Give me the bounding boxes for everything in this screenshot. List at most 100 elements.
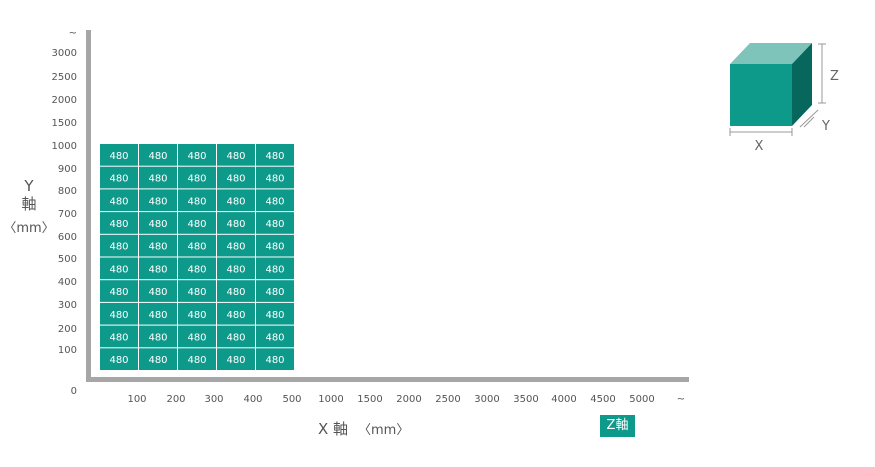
x-tick-labels: 100 200 300 400 500 1000 1500 2000 2500 3000 3500 4… — [127, 394, 685, 405]
grid-cell-value: 480 — [148, 242, 167, 253]
grid-cell — [217, 257, 255, 280]
grid-cell-value: 480 — [109, 242, 128, 253]
grid-cell-value: 480 — [187, 242, 206, 253]
grid-cell — [139, 302, 177, 325]
cube-x-label: X — [755, 139, 764, 154]
grid-cell-value: 480 — [187, 219, 206, 230]
cube-z-label: Z — [830, 69, 839, 84]
y-tick-label: 400 — [58, 277, 77, 288]
x-tick-label: 2500 — [435, 394, 460, 405]
grid-cell — [217, 189, 255, 212]
grid-cell-value: 480 — [109, 264, 128, 275]
grid-cell — [139, 348, 177, 370]
grid-cell-value: 480 — [226, 264, 245, 275]
x-tick-label: 400 — [243, 394, 262, 405]
grid-cell — [100, 234, 138, 257]
grid-cell — [100, 257, 138, 280]
grid-cell-value: 480 — [148, 151, 167, 162]
grid-cell — [139, 234, 177, 257]
grid-cell — [256, 234, 294, 257]
grid-cell — [256, 280, 294, 302]
grid-cell — [178, 144, 216, 166]
grid-cell-value: 480 — [109, 196, 128, 207]
x-tick-label: ~ — [677, 394, 685, 405]
cube-y-label: Y — [821, 119, 830, 134]
grid-cell — [178, 189, 216, 212]
grid-cell — [217, 280, 255, 302]
grid-cell-value: 480 — [148, 310, 167, 321]
cube-front-face — [730, 64, 792, 126]
grid-cell — [139, 212, 177, 234]
grid-cell-value: 480 — [265, 174, 284, 185]
grid-cell — [217, 234, 255, 257]
z-axis-badge: Z軸 — [600, 415, 635, 437]
grid-cell-value: 480 — [148, 196, 167, 207]
cube-side-face — [792, 43, 812, 126]
grid-cell — [178, 348, 216, 370]
grid-cell — [100, 144, 138, 166]
grid-cell-value: 480 — [109, 355, 128, 366]
y-tick-label: 1000 — [52, 141, 77, 152]
x-tick-label: 4500 — [590, 394, 615, 405]
x-tick-label: 300 — [204, 394, 223, 405]
grid-cell — [256, 348, 294, 370]
x-tick-label: 1000 — [318, 394, 343, 405]
x-tick-label: 2000 — [396, 394, 421, 405]
x-tick-label: 4000 — [551, 394, 576, 405]
grid-cell — [178, 234, 216, 257]
grid-cell-value: 480 — [226, 242, 245, 253]
y-tick-label: 900 — [58, 164, 77, 175]
grid-cell-value: 480 — [265, 287, 284, 298]
grid-cell — [256, 212, 294, 234]
grid-cell-value: 480 — [226, 196, 245, 207]
grid-cell-value: 480 — [265, 310, 284, 321]
x-tick-label: 100 — [127, 394, 146, 405]
grid-cell-value: 480 — [187, 355, 206, 366]
grid-cell — [178, 166, 216, 189]
y-tick-label: 300 — [58, 300, 77, 311]
grid-cell-value: 480 — [148, 264, 167, 275]
y-tick-label: 1500 — [52, 118, 77, 129]
y-axis-unit: 〈mm〉 — [3, 221, 54, 236]
grid-cell — [139, 189, 177, 212]
grid-cell — [139, 257, 177, 280]
grid-cell — [139, 325, 177, 348]
grid-cell-value: 480 — [265, 264, 284, 275]
grid-cell — [256, 257, 294, 280]
grid-cell — [139, 144, 177, 166]
y-tick-label: 800 — [58, 186, 77, 197]
y-tick-label: 500 — [58, 254, 77, 265]
grid-cell — [100, 280, 138, 302]
x-tick-label: 500 — [282, 394, 301, 405]
grid-cell — [100, 166, 138, 189]
grid-cell-value: 480 — [109, 219, 128, 230]
y-tick-label: 600 — [58, 232, 77, 243]
grid-cell — [178, 257, 216, 280]
grid-cell-value: 480 — [265, 196, 284, 207]
grid-cell — [256, 325, 294, 348]
grid-cell — [256, 302, 294, 325]
cube-y-dimension-line — [799, 109, 819, 128]
y-tick-label: 700 — [58, 209, 77, 220]
grid-cell — [100, 302, 138, 325]
grid-cell — [256, 166, 294, 189]
x-axis-line — [86, 377, 689, 382]
x-tick-label: 200 — [166, 394, 185, 405]
grid-cell-value: 480 — [226, 332, 245, 343]
grid-cell — [100, 325, 138, 348]
x-tick-label: 5000 — [629, 394, 654, 405]
grid-cell-value: 480 — [187, 196, 206, 207]
x-tick-label: 3500 — [513, 394, 538, 405]
grid-cell-value: 480 — [226, 355, 245, 366]
grid-cell — [256, 189, 294, 212]
grid-cell — [178, 302, 216, 325]
grid-cell — [178, 325, 216, 348]
grid-cell-value: 480 — [109, 332, 128, 343]
grid-cell-value: 480 — [265, 151, 284, 162]
grid-cell-value: 480 — [187, 151, 206, 162]
x-tick-label: 3000 — [474, 394, 499, 405]
grid-cell-value: 480 — [187, 174, 206, 185]
y-axis-line — [86, 30, 91, 381]
grid-cell-value: 480 — [187, 332, 206, 343]
